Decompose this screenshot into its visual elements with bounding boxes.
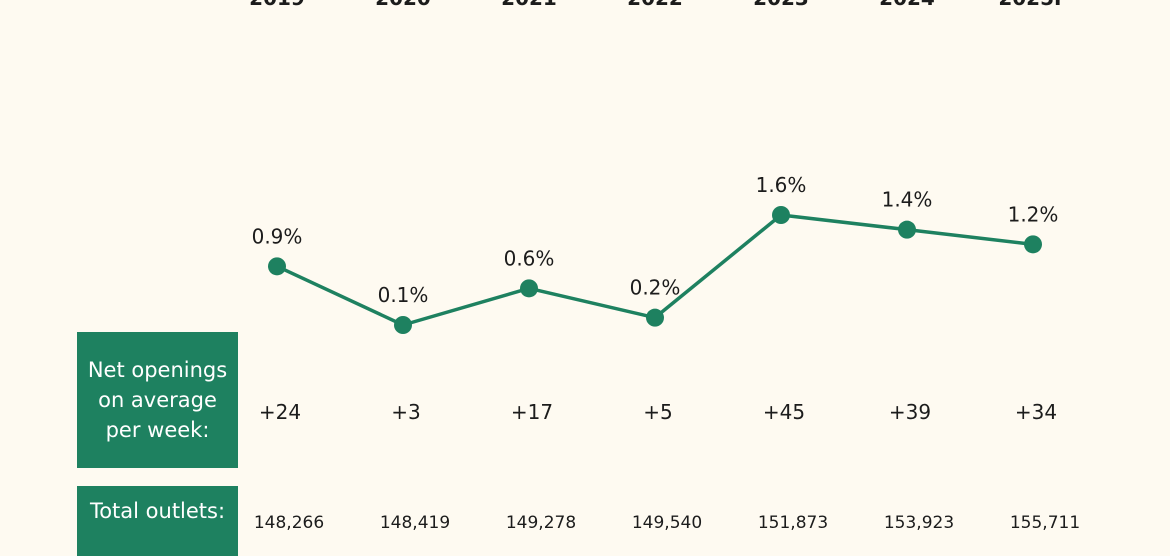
growth-line-chart: 0.9% 0.1% 0.6% 0.2% 1.6% 1.4% 1.2% (252, 173, 1059, 334)
net-openings-label-text: Net openings on average per week: (87, 358, 228, 442)
data-label: 1.4% (882, 188, 933, 212)
data-point (394, 316, 412, 334)
net-openings-label: Net openings on average per week: (77, 332, 238, 468)
total-outlets-value: 153,923 (883, 513, 955, 533)
year-label: 2021 (474, 0, 584, 10)
data-point (1024, 235, 1042, 254)
total-outlets-value: 148,266 (253, 513, 325, 533)
data-label: 0.9% (252, 224, 303, 248)
data-label: 0.6% (504, 246, 555, 270)
net-openings-value: +5 (643, 400, 673, 424)
data-point (268, 257, 286, 276)
year-label: 2020 (348, 0, 458, 10)
year-label: 2025F (978, 0, 1088, 10)
year-label: 2023 (726, 0, 836, 10)
net-openings-value: +17 (510, 400, 554, 424)
data-point (898, 220, 916, 239)
data-label: 1.2% (1008, 202, 1059, 226)
data-point (772, 206, 790, 224)
total-outlets-value: 149,278 (505, 513, 577, 533)
net-openings-value: +45 (762, 400, 806, 424)
data-label: 0.2% (630, 276, 681, 300)
net-openings-value: +3 (391, 400, 421, 424)
year-label: 2019 (222, 0, 332, 10)
net-openings-value: +39 (888, 400, 932, 424)
total-outlets-value: 155,711 (1009, 513, 1081, 533)
total-outlets-value: 149,540 (631, 513, 703, 533)
total-outlets-label: Total outlets: (77, 486, 238, 556)
data-label: 1.6% (756, 173, 807, 197)
year-label: 2024 (852, 0, 962, 10)
net-openings-value: +34 (1014, 400, 1058, 424)
total-outlets-label-text: Total outlets: (89, 499, 226, 523)
net-openings-value: +24 (258, 400, 302, 424)
data-point (520, 279, 538, 298)
data-label: 0.1% (378, 283, 429, 307)
year-label: 2022 (600, 0, 710, 10)
data-point (646, 308, 664, 327)
series-line (276, 213, 1034, 327)
total-outlets-value: 151,873 (757, 513, 829, 533)
total-outlets-value: 148,419 (379, 513, 451, 533)
